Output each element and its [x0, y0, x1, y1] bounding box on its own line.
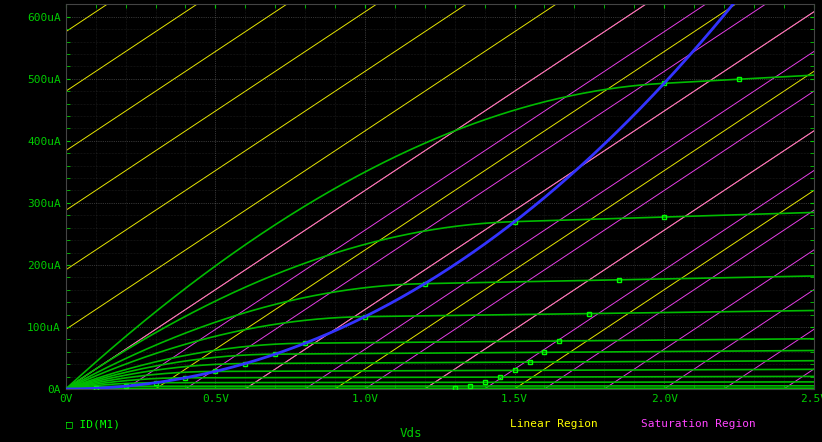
Text: Saturation Region: Saturation Region — [641, 419, 756, 429]
Text: Linear Region: Linear Region — [510, 419, 598, 429]
Text: □ ID(M1): □ ID(M1) — [66, 419, 120, 429]
Text: Vds: Vds — [399, 427, 423, 440]
